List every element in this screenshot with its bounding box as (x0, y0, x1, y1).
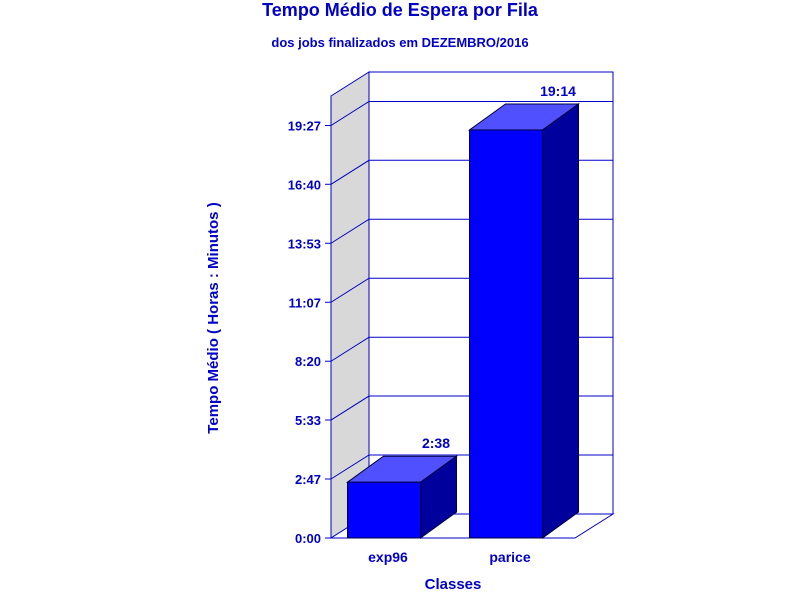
y-tick-label: 8:20 (295, 354, 321, 369)
gridline (330, 100, 613, 126)
bar-side (542, 102, 579, 539)
chart-subtitle: dos jobs finalizados em DEZEMBRO/2016 (271, 35, 529, 50)
bars (345, 102, 581, 539)
y-tick-label: 13:53 (288, 236, 321, 251)
left-wall (330, 71, 370, 539)
y-tick-label: 5:33 (295, 413, 321, 428)
chart-title: Tempo Médio de Espera por Fila (262, 0, 538, 20)
y-tick-label: 19:27 (288, 118, 321, 133)
labels: 0:00 2:47 5:33 8:20 11:07 13:53 16:40 19:27 2:38… (288, 83, 576, 565)
y-tick-label: 11:07 (288, 295, 321, 310)
x-axis-label: Classes (425, 576, 482, 593)
x-tick-label: parice (489, 549, 530, 565)
bar-parice (467, 102, 581, 539)
y-tick-label: 2:47 (295, 472, 321, 487)
y-tick-label: 0:00 (295, 531, 321, 546)
bar-front (469, 129, 543, 539)
bar-front (347, 481, 421, 539)
bar-exp96 (345, 455, 459, 539)
value-label: 19:14 (540, 83, 576, 99)
x-tick-label: exp96 (368, 549, 408, 565)
y-axis-label: Tempo Médio ( Horas : Minutos ) (205, 202, 222, 433)
y-tick-label: 16:40 (288, 177, 321, 192)
value-label: 2:38 (422, 435, 450, 451)
